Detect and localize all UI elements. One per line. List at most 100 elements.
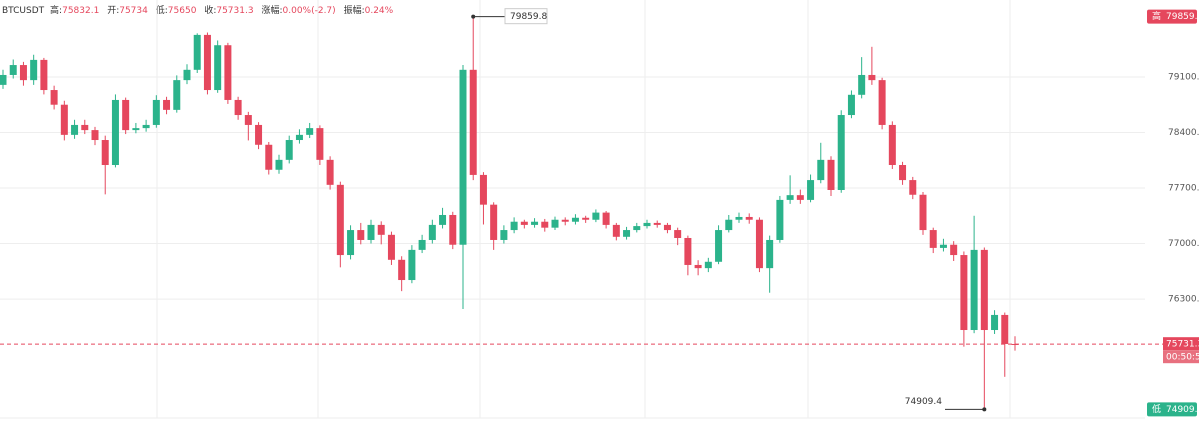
candle-body (439, 214, 447, 225)
candle-body (888, 124, 896, 166)
candle-body (571, 217, 579, 222)
high-tag-name: 高 (1152, 10, 1161, 22)
candle-body (469, 69, 477, 175)
candle-body (152, 99, 160, 125)
last-price-value: 75731.3 (1166, 340, 1200, 350)
high-tag-box (1147, 9, 1197, 24)
candle-body (255, 124, 263, 145)
candle-body (980, 249, 988, 331)
candle-body (193, 34, 201, 70)
candle-body (674, 230, 682, 238)
candle-body (704, 261, 712, 269)
candle-body (970, 249, 978, 331)
candle-body (735, 216, 743, 220)
candle-body (500, 230, 508, 240)
header-value: 0.00%(-2.7) (283, 6, 336, 16)
candle-body (663, 224, 671, 231)
candle-body (9, 65, 17, 75)
candle-body (807, 180, 815, 200)
candle-body (60, 104, 68, 135)
candle-body (214, 45, 222, 91)
candle-body (520, 221, 528, 225)
candle-body (19, 65, 27, 81)
y-tick-label: 77000.0 (1168, 239, 1200, 249)
candle-body (81, 124, 89, 131)
candle-body (336, 184, 344, 256)
candle-body (367, 224, 375, 240)
candle-body (694, 264, 702, 269)
candle-body (428, 224, 436, 240)
candle-body (479, 174, 487, 205)
high-dot (471, 14, 476, 19)
candle-body (71, 124, 79, 135)
candle-body (183, 69, 191, 81)
candle-body (408, 249, 416, 281)
candle-body (541, 221, 549, 228)
candle-body (101, 140, 109, 166)
header-label: 低: (156, 4, 168, 16)
candle-body (122, 99, 130, 131)
symbol: BTCUSDT (2, 6, 45, 16)
candle-body (919, 194, 927, 231)
candle-body (531, 221, 539, 225)
header-value: 75734 (119, 6, 148, 16)
candle-body (551, 219, 559, 228)
candle-body (766, 239, 774, 269)
candle-body (132, 128, 140, 131)
header-label: 高: (50, 4, 62, 16)
candle-body (878, 80, 886, 125)
candle-body (868, 74, 876, 81)
candle-body (285, 140, 293, 160)
candle-body (357, 230, 365, 240)
candle-body (796, 195, 804, 200)
candle-body (950, 244, 958, 256)
candle-body (398, 259, 406, 281)
candle-body (306, 128, 314, 135)
high-tag-value: 79859.8 (1166, 12, 1200, 22)
candle-body (490, 204, 498, 240)
candle-body (684, 237, 692, 265)
candle-body (715, 230, 723, 262)
candle-body (30, 59, 38, 81)
y-tick-label: 79100.0 (1168, 72, 1200, 82)
last-price-box (1163, 337, 1199, 351)
y-tick-label: 77700.0 (1168, 184, 1200, 194)
header-label: 收: (204, 4, 216, 16)
candle-body (582, 217, 590, 220)
countdown: 00:50:56 (1166, 353, 1200, 363)
low-tag-box (1147, 402, 1197, 417)
candle-body (909, 180, 917, 195)
header-label: 开: (107, 5, 119, 16)
candle-body (755, 219, 763, 269)
y-tick-label: 78400.0 (1168, 128, 1200, 138)
candle-body (347, 230, 355, 256)
candle-body (633, 226, 641, 231)
candle-body (459, 69, 467, 245)
low-dot (982, 407, 987, 412)
y-tick-label: 76300.0 (1168, 295, 1200, 305)
header-label: 涨幅: (261, 4, 282, 16)
candle-body (786, 195, 794, 200)
candle-body (224, 45, 232, 100)
candle-body (561, 219, 569, 222)
candle-body (265, 144, 273, 170)
header-value: 75650 (168, 6, 197, 16)
candle-body (510, 221, 518, 231)
candle-body (960, 255, 968, 331)
candle-body (275, 159, 283, 170)
header: BTCUSDT 高:75832.1 开:75734 低:75650 收:7573… (2, 4, 394, 16)
candle-body (203, 34, 211, 91)
candle-body (173, 80, 181, 110)
candle-body (725, 219, 733, 231)
candle-body (623, 230, 631, 237)
candle-body (827, 159, 835, 190)
candle-body (643, 222, 651, 227)
candle-body (316, 128, 324, 160)
header-value: 0.24% (365, 6, 394, 16)
candle-body (40, 59, 48, 91)
candle-body (234, 99, 242, 116)
candle-body (899, 165, 907, 181)
candle-body (50, 90, 58, 105)
countdown-box (1163, 350, 1199, 364)
